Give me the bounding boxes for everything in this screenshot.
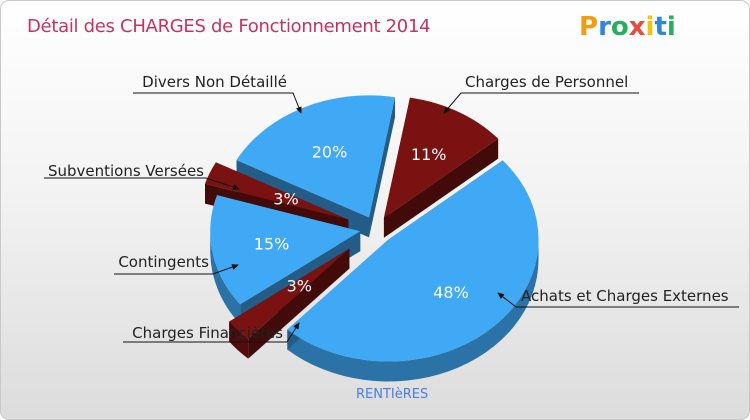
slice-percent-label: 20% <box>312 143 348 162</box>
slice-category-label: Charges de Personnel <box>465 73 628 91</box>
pie-side-wall <box>210 231 241 325</box>
slice-category-label: Subventions Versées <box>48 162 204 180</box>
leader-line <box>497 292 739 308</box>
pie-slice <box>383 97 499 218</box>
pie-cut-wall <box>368 97 396 238</box>
leader-line <box>44 177 240 190</box>
pie-tops <box>205 95 539 362</box>
pie-slice <box>229 248 350 339</box>
slice-percent-label: 11% <box>411 145 447 164</box>
slice-category-label: Charges Financières <box>132 324 283 342</box>
slice-percent-label: 48% <box>433 283 469 302</box>
leader-line <box>133 92 302 114</box>
slice-percent-label: 3% <box>273 190 298 209</box>
leader-line <box>443 92 639 114</box>
pie-category-labels: Charges de Personnel Achats et Charges Ex… <box>44 73 739 343</box>
leader-line <box>114 264 239 275</box>
pie-slice <box>205 162 349 220</box>
slice-percent-label: 15% <box>254 235 290 254</box>
leader-line <box>123 322 300 343</box>
slice-category-label: Contingents <box>118 253 209 271</box>
pie-slice <box>287 160 539 362</box>
proxiti-logo: Proxiti <box>579 12 676 42</box>
svg-text:Proxiti: Proxiti <box>579 12 676 42</box>
pie-slice <box>236 95 396 218</box>
pie-percent-labels: 11% 48% 3% 15% 3% 20% <box>254 143 469 303</box>
pie-slice <box>210 195 361 305</box>
slice-category-label: Achats et Charges Externes <box>521 287 729 305</box>
slice-percent-label: 3% <box>287 276 312 295</box>
slice-category-label: Divers Non Détaillé <box>142 73 287 91</box>
pie-cut-wall <box>383 138 499 238</box>
pie-side-wall <box>287 239 539 382</box>
commune-name: RENTIèRES <box>356 387 429 402</box>
chart-title: Détail des CHARGES de Fonctionnement 201… <box>27 16 431 37</box>
